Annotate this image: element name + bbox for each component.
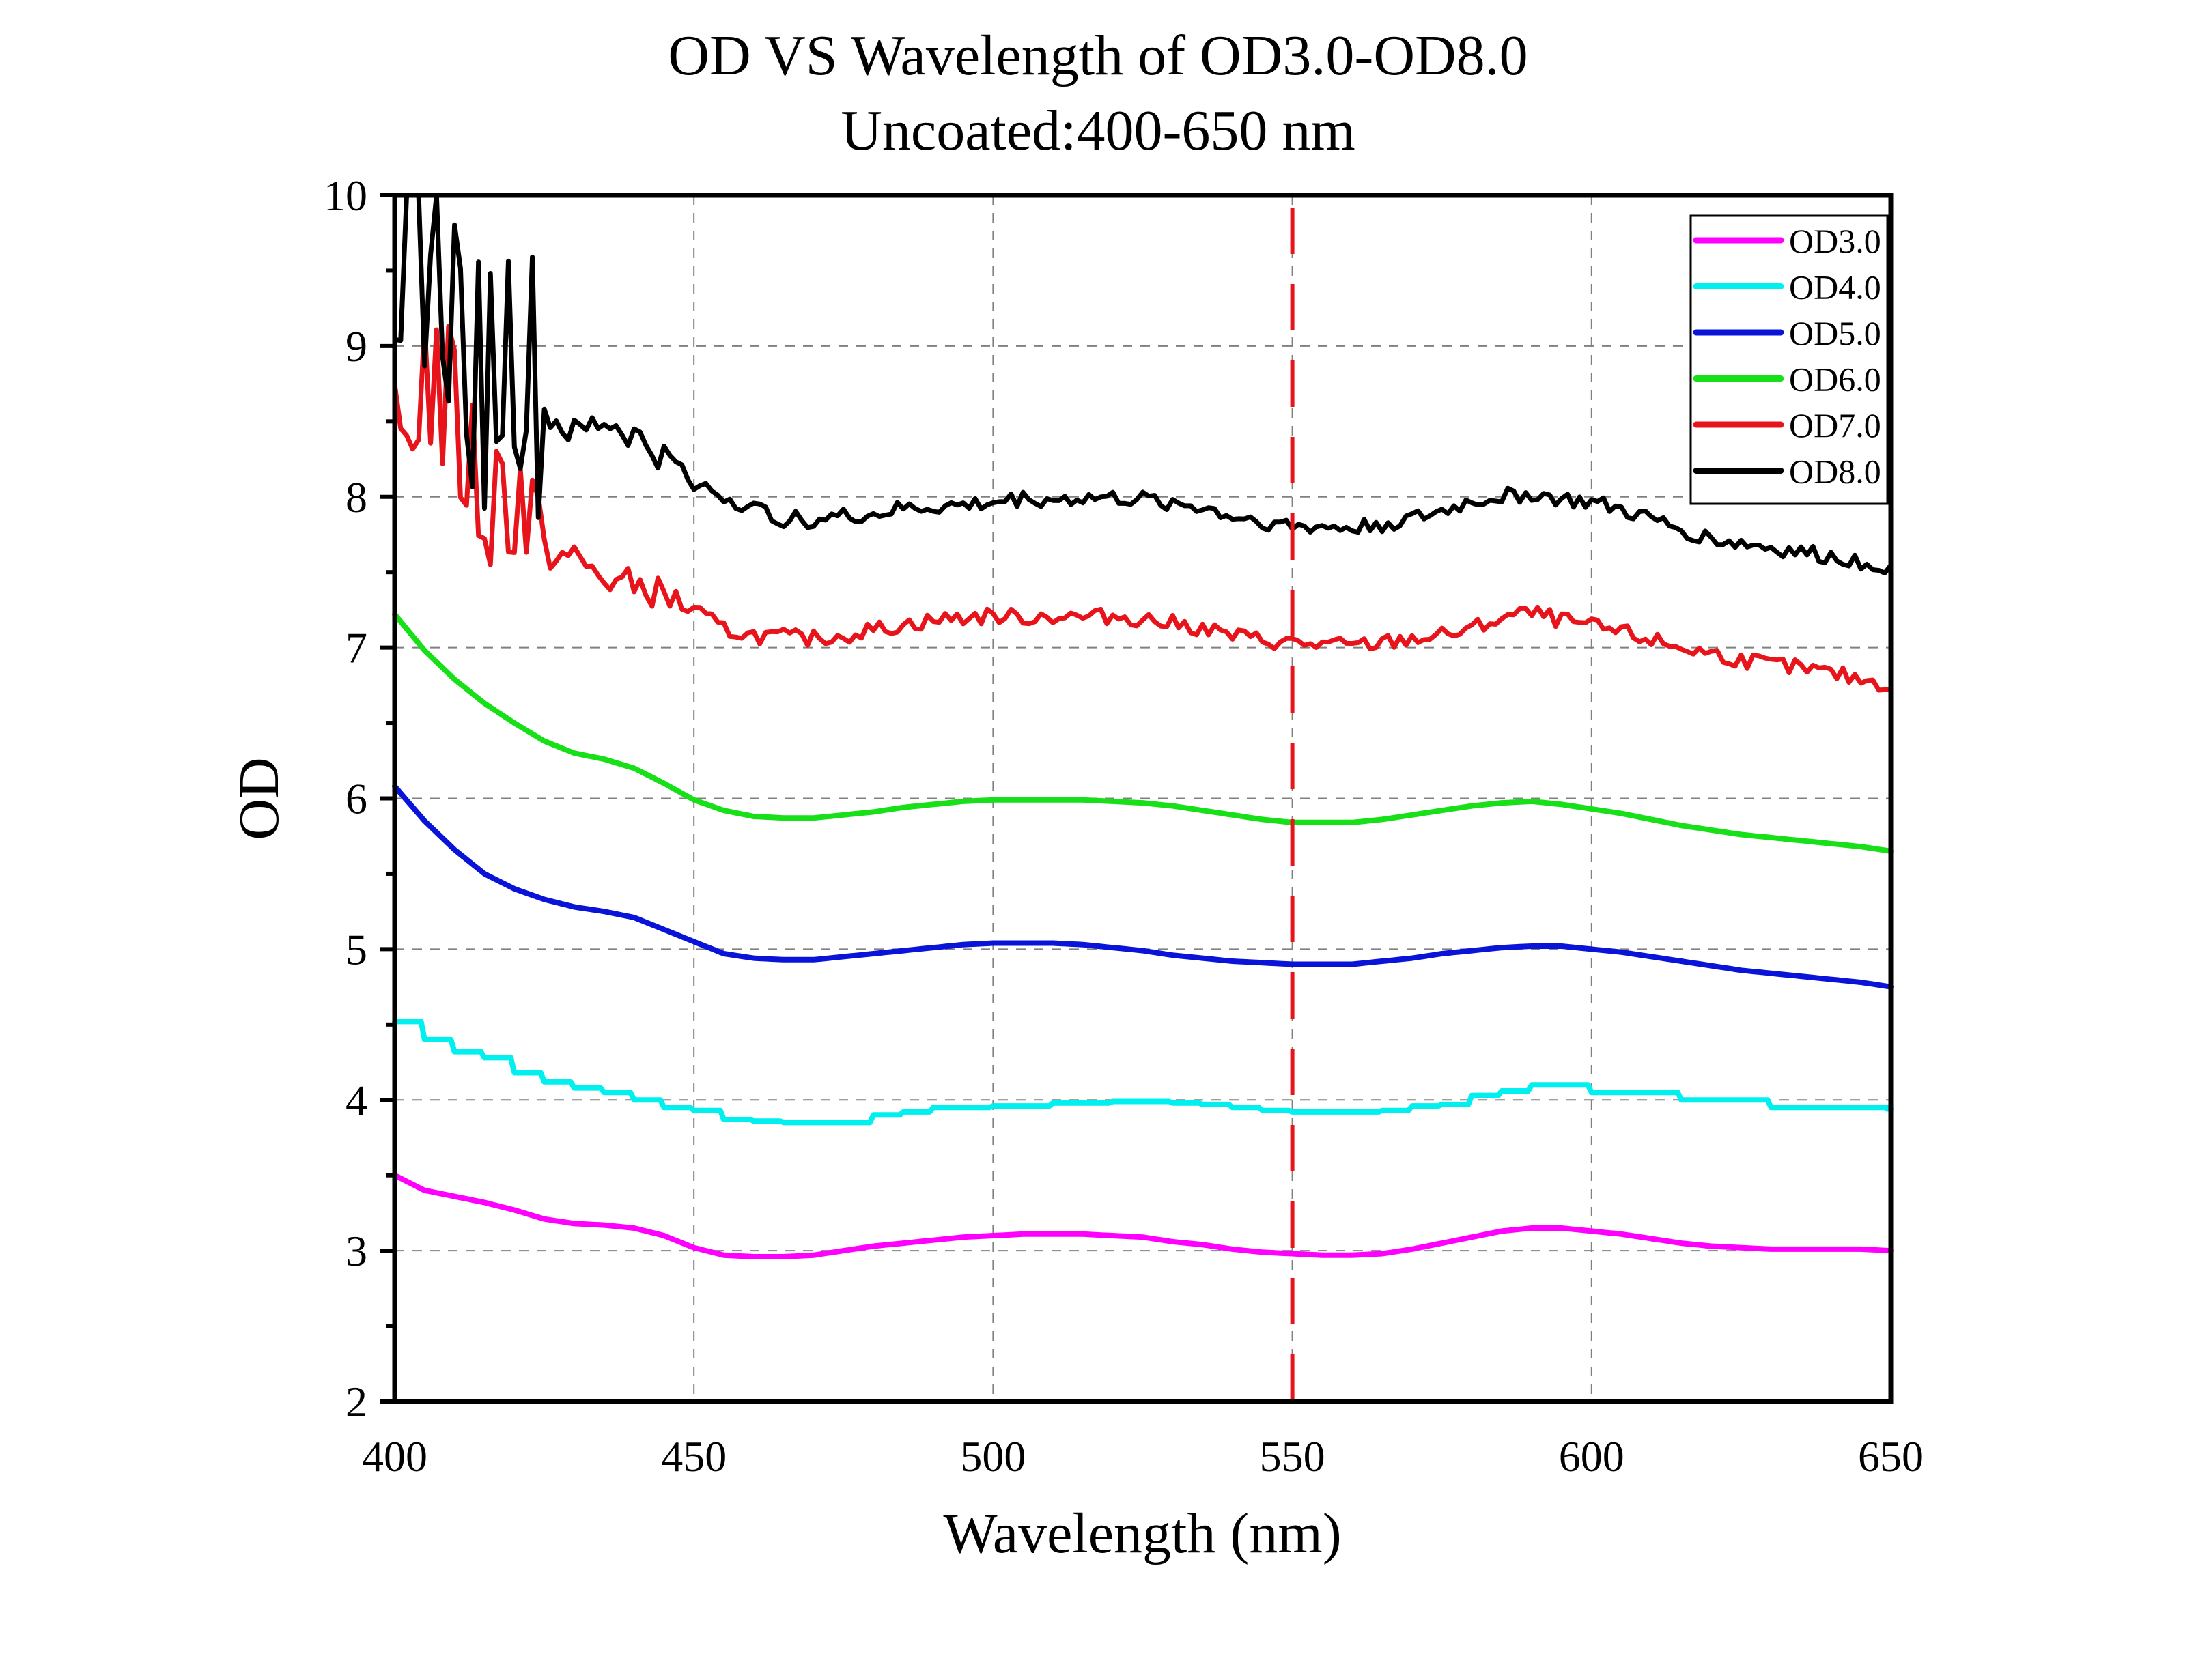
y-tick-label: 4 — [346, 1076, 367, 1124]
y-tick-label: 3 — [346, 1227, 367, 1275]
axes-layer: 2 3 4 5 6 7 8 9 10 400 450 500 550 600 650 — [324, 171, 1924, 1481]
legend-label: OD3.0 — [1789, 222, 1881, 260]
x-tick-label: 600 — [1559, 1432, 1624, 1481]
legend-label: OD8.0 — [1789, 453, 1881, 491]
series-line-od6-0 — [392, 612, 1894, 854]
x-tick-label: 500 — [960, 1432, 1026, 1481]
chart-subtitle: Uncoated:400-650 nm — [841, 99, 1355, 162]
y-tick-label: 9 — [346, 322, 367, 371]
series-layer — [392, 193, 1894, 1259]
x-tick-label: 400 — [362, 1432, 427, 1481]
y-tick-label: 8 — [346, 473, 367, 522]
y-tick-label: 6 — [346, 775, 367, 823]
series-line-od4-0 — [392, 1019, 1894, 1126]
y-tick-label: 10 — [324, 171, 367, 220]
series-line-od3-0 — [392, 1172, 1894, 1259]
y-tick-label: 2 — [346, 1378, 367, 1426]
y-tick-label: 5 — [346, 925, 367, 973]
legend-box — [1689, 214, 1889, 505]
legend-label: OD4.0 — [1789, 268, 1881, 307]
y-tick-label: 7 — [346, 624, 367, 672]
series-line-od5-0 — [392, 783, 1894, 990]
chart-title: OD VS Wavelength of OD3.0-OD8.0 — [668, 24, 1528, 87]
grid-layer — [395, 195, 1891, 1401]
x-tick-label: 650 — [1858, 1432, 1924, 1481]
legend: OD3.0 OD4.0 OD5.0 OD6.0 OD7.0 OD8.0 — [1689, 214, 1889, 505]
series-line-od7-0 — [392, 322, 1894, 693]
legend-label: OD7.0 — [1789, 406, 1881, 444]
legend-label: OD6.0 — [1789, 360, 1881, 399]
x-axis-label: Wavelength (nm) — [943, 1502, 1342, 1565]
legend-label: OD5.0 — [1789, 314, 1881, 352]
series-line-od8-0 — [392, 193, 1894, 575]
x-tick-label: 550 — [1260, 1432, 1325, 1481]
y-axis-label: OD — [227, 757, 291, 840]
x-tick-label: 450 — [661, 1432, 727, 1481]
